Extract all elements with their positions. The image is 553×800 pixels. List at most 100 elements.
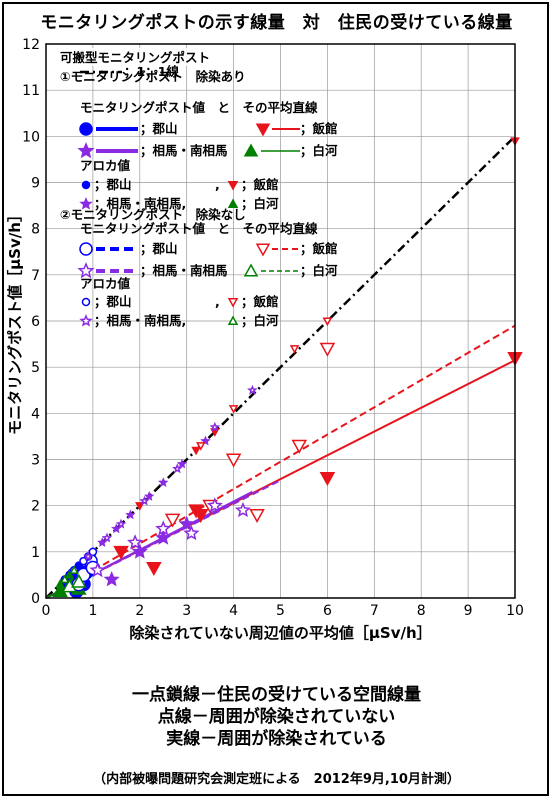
fit-line — [45, 135, 516, 599]
note-solid: 実線－周囲が除染されている — [166, 729, 387, 749]
data-point — [195, 442, 206, 451]
data-point — [103, 571, 120, 587]
y-tick-label: 9 — [31, 176, 40, 192]
legend-shirakawa-marker — [243, 263, 259, 277]
data-point — [249, 508, 265, 523]
data-point — [158, 477, 169, 487]
legend-shirakawa-aroka-label: ；白河 — [241, 313, 279, 328]
y-tick-label: 0 — [31, 591, 40, 607]
data-point — [88, 547, 98, 557]
plot-area-frame — [45, 43, 516, 599]
y-tick-label: 1 — [31, 545, 40, 561]
legend-aroka-header-2: アロカ値 — [80, 276, 131, 291]
legend-iitate-label: ；飯館 — [300, 241, 338, 256]
data-point — [183, 524, 200, 541]
legend-ref-label: ；1：1線 — [124, 64, 179, 79]
data-point — [176, 458, 188, 469]
legend: 可搬型モニタリングポスト ①モニタリングポスト 除染あり モニタリングポスト値 … — [58, 48, 338, 328]
legend-koriyama-aroka-marker — [81, 180, 91, 190]
data-point — [172, 463, 183, 474]
x-tick-label: 5 — [276, 603, 285, 619]
legend-soma-label: ；相馬・南相馬 — [140, 143, 228, 158]
legend-iitate-marker — [255, 243, 271, 257]
legend-mp-header-1: モニタリングポスト値 と その平均直線 — [80, 100, 318, 115]
x-tick-label: 7 — [370, 603, 379, 619]
y-axis-label: モニタリングポスト値［μSv/h］ — [6, 207, 24, 435]
legend-koriyama-aroka-label: ；郡山 — [94, 177, 132, 192]
legend-iitate-aroka-label: ；飯館 — [241, 177, 279, 192]
data-point — [139, 495, 150, 506]
credit-line: （内部被曝問題研究会測定班による 2012年9月,10月計測） — [93, 772, 460, 787]
legend-iitate-aroka-marker — [227, 181, 239, 191]
y-tick-label: 8 — [31, 222, 40, 238]
legend-iitate-label: ；飯館 — [300, 121, 338, 136]
x-tick-label: 10 — [506, 603, 524, 619]
data-point — [59, 574, 70, 584]
y-tick-label: 7 — [31, 268, 40, 284]
data-point — [69, 565, 79, 574]
data-point — [291, 439, 308, 454]
x-tick-label: 1 — [88, 603, 97, 619]
y-tick-label: 10 — [22, 129, 40, 145]
legend-iitate-aroka-marker — [227, 298, 239, 308]
legend-shirakawa-aroka-marker — [227, 198, 239, 208]
data-point — [234, 501, 252, 518]
data-point — [206, 497, 223, 513]
legend-aroka-header-1: アロカ値 — [80, 158, 131, 173]
legend-title: 可搬型モニタリングポスト — [60, 50, 210, 65]
legend-koriyama-aroka-label: ；郡山 — [94, 294, 132, 309]
x-tick-label: 6 — [323, 603, 332, 619]
legend-shirakawa-label: ；白河 — [300, 143, 338, 158]
x-axis-label: 除染されていない周辺値の平均値［μSv/h］ — [129, 624, 431, 642]
y-tick-label: 12 — [22, 37, 40, 53]
legend-koriyama-marker — [79, 242, 93, 256]
legend-koriyama-label: ；郡山 — [140, 241, 178, 256]
data-point — [115, 518, 127, 529]
note-dotted: 点線－周囲が除染されていない — [157, 707, 396, 727]
x-tick-label: 2 — [135, 603, 144, 619]
y-tick-label: 4 — [31, 406, 40, 422]
legend-koriyama-marker — [79, 122, 93, 136]
data-point — [289, 345, 300, 354]
legend-shirakawa-marker — [243, 143, 259, 157]
chart-points — [52, 137, 523, 599]
y-tick-label: 11 — [22, 83, 40, 99]
data-point — [247, 384, 258, 395]
legend-koriyama-label: ；郡山 — [140, 121, 178, 136]
data-point — [101, 532, 113, 543]
data-point — [192, 508, 209, 523]
legend-soma-label: ；相馬・南相馬 — [140, 263, 228, 278]
data-point — [131, 543, 148, 559]
data-point — [178, 515, 195, 531]
legend-soma-marker — [77, 262, 95, 279]
y-tick-label: 2 — [31, 499, 40, 515]
data-point — [127, 534, 144, 550]
data-point — [146, 562, 162, 577]
data-point — [89, 561, 106, 578]
data-point — [113, 545, 129, 560]
legend-shirakawa-aroka-label: ；白河 — [241, 196, 279, 211]
y-tick-label: 5 — [31, 360, 40, 376]
data-point — [225, 453, 242, 468]
legend-mp-header-2: モニタリングポスト値 と その平均直線 — [80, 221, 318, 236]
legend-iitate-aroka-label: ；飯館 — [241, 294, 279, 309]
note-dashdot: 一点鎖線－住民の受けている空間線量 — [132, 685, 421, 705]
legend-soma-marker — [77, 142, 95, 159]
legend-soma-aroka-marker — [79, 314, 93, 327]
data-point — [191, 446, 201, 456]
legend-group2-title: ②モニタリングポスト 除染なし — [60, 207, 246, 222]
x-tick-label: 3 — [182, 603, 191, 619]
legend-shirakawa-aroka-marker — [227, 315, 239, 325]
data-point — [71, 573, 87, 588]
x-tick-label: 4 — [229, 603, 238, 619]
x-tick-label: 9 — [464, 603, 473, 619]
legend-soma-aroka-marker — [79, 197, 93, 210]
data-point — [319, 472, 336, 487]
data-point — [209, 421, 221, 432]
legend-iitate-marker — [255, 123, 271, 137]
legend-shirakawa-label: ；白河 — [300, 263, 338, 278]
data-point — [155, 529, 172, 545]
